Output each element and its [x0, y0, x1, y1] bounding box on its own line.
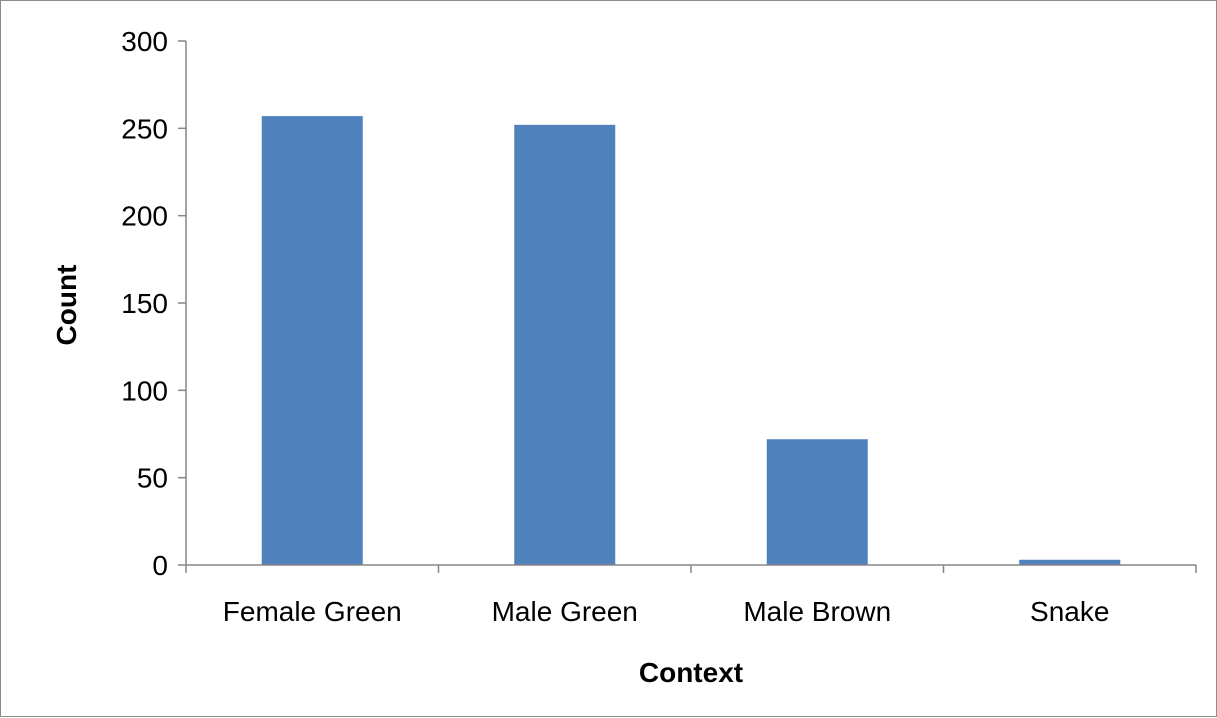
y-tick-label: 250: [121, 113, 168, 144]
bars: [261, 116, 1121, 566]
y-tick-label: 300: [121, 26, 168, 57]
x-tick-label: Snake: [1030, 596, 1109, 627]
x-tick-label: Female Green: [223, 596, 402, 627]
bar: [261, 116, 363, 566]
x-tick-label: Male Brown: [743, 596, 891, 627]
y-axis-ticks: 0 50 100 150 200 250 300: [121, 26, 186, 581]
y-tick-label: 50: [137, 463, 168, 494]
bar: [1019, 559, 1121, 565]
bar: [514, 124, 616, 565]
y-tick-label: 0: [152, 550, 168, 581]
x-tick-label: Male Green: [492, 596, 638, 627]
y-tick-label: 100: [121, 375, 168, 406]
y-axis-title: Count: [51, 265, 82, 346]
x-axis-title: Context: [639, 657, 743, 688]
y-tick-label: 150: [121, 288, 168, 319]
y-tick-label: 200: [121, 201, 168, 232]
bar: [766, 439, 868, 565]
x-axis-ticks: Female Green Male Green Male Brown Snake: [185, 565, 1197, 627]
